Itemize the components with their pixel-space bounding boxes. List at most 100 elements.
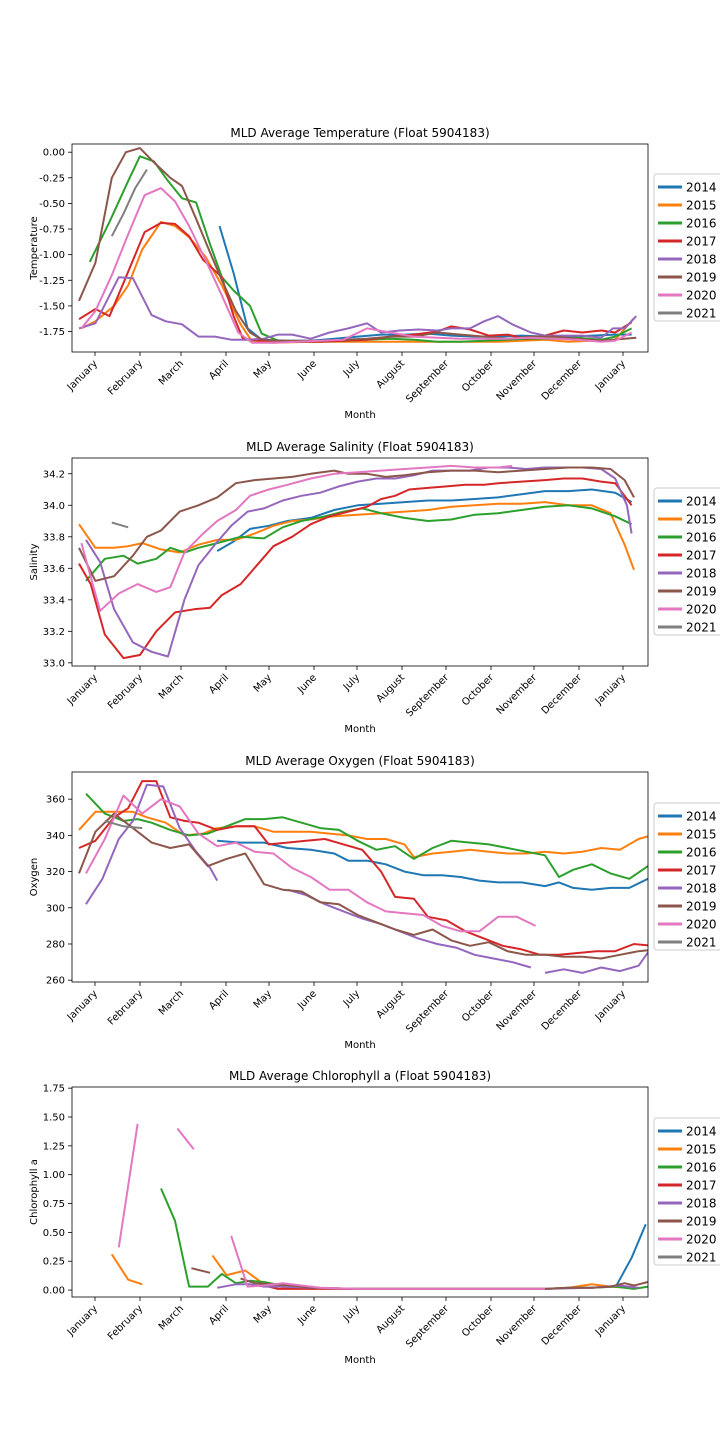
series-line-2014 (217, 839, 648, 891)
legend-box (653, 802, 720, 951)
y-tick-label: 1.50 (43, 1113, 65, 1124)
x-tick-label: August (375, 1303, 408, 1336)
y-tick-label: 33.8 (43, 532, 65, 543)
legend-label: 2020 (686, 918, 717, 932)
x-tick-label: December (540, 1303, 585, 1348)
x-tick-label: January (593, 1303, 628, 1338)
legend-label: 2016 (686, 217, 717, 231)
x-axis-label: Month (344, 1355, 375, 1366)
y-tick-label: -0.25 (39, 173, 65, 184)
y-tick-label: 360 (46, 795, 65, 806)
x-tick-label: June (295, 358, 319, 382)
legend-label: 2018 (686, 253, 717, 267)
y-tick-label: 0.75 (43, 1199, 65, 1210)
legend-label: 2014 (686, 181, 717, 195)
x-tick-label: April (207, 358, 231, 382)
series-line-2017 (78, 477, 633, 660)
y-tick-label: 33.0 (43, 658, 65, 669)
x-tick-label: November (495, 1303, 540, 1348)
y-tick-label: 33.2 (43, 627, 65, 638)
y-tick-label: -1.00 (39, 250, 65, 261)
plot-frame (71, 771, 649, 983)
plot-frame (71, 143, 649, 353)
x-axis-label: Month (344, 724, 375, 735)
x-tick-label: July (341, 672, 362, 693)
x-tick-label: September (404, 988, 451, 1035)
legend-label: 2017 (686, 235, 717, 249)
series-line-2019 (78, 466, 635, 582)
legend-label: 2015 (686, 1143, 717, 1157)
legend-label: 2021 (686, 1251, 717, 1265)
x-tick-label: April (207, 988, 231, 1012)
y-tick-label: -1.50 (39, 301, 65, 312)
legend-label: 2020 (686, 289, 717, 303)
legend-label: 2015 (686, 199, 717, 213)
x-tick-label: March (157, 1303, 186, 1332)
y-tick-label: 0.25 (43, 1257, 65, 1268)
x-tick-label: August (375, 672, 408, 705)
series-line-2019 (78, 812, 648, 960)
legend-label: 2014 (686, 495, 717, 509)
x-tick-label: February (106, 1303, 145, 1342)
y-tick-label: -1.25 (39, 276, 65, 287)
x-tick-label: September (404, 672, 451, 719)
x-tick-label: January (65, 358, 100, 393)
y-tick-label: 1.75 (43, 1084, 65, 1095)
x-tick-label: April (207, 1303, 231, 1327)
legend-label: 2016 (686, 531, 717, 545)
x-axis-label: Month (344, 1040, 375, 1051)
x-tick-label: September (404, 1303, 451, 1350)
x-tick-label: July (341, 358, 362, 379)
x-tick-label: October (460, 1303, 497, 1340)
legend-label: 2017 (686, 549, 717, 563)
series-line-2021 (110, 169, 148, 237)
legend-label: 2015 (686, 828, 717, 842)
series-line-2018 (85, 466, 633, 658)
legend-label: 2021 (686, 621, 717, 635)
chart-title: MLD Average Chlorophyll a (Float 5904183… (229, 1069, 491, 1083)
y-tick-label: -0.50 (39, 199, 65, 210)
x-tick-label: September (404, 358, 451, 405)
x-tick-label: January (593, 988, 628, 1023)
y-tick-label: 1.00 (43, 1170, 65, 1181)
x-tick-label: May (252, 672, 274, 694)
y-tick-label: 34.0 (43, 501, 65, 512)
y-tick-label: 260 (46, 976, 65, 987)
legend-label: 2016 (686, 1161, 717, 1175)
legend-label: 2019 (686, 1215, 717, 1229)
x-tick-label: May (252, 988, 274, 1010)
x-tick-label: May (252, 1303, 274, 1325)
legend-label: 2019 (686, 271, 717, 285)
legend-label: 2021 (686, 936, 717, 950)
x-tick-label: January (65, 988, 100, 1023)
x-tick-label: January (65, 672, 100, 707)
y-tick-label: 0.00 (43, 1286, 65, 1297)
x-tick-label: January (593, 358, 628, 393)
y-tick-label: 33.4 (43, 595, 65, 606)
x-tick-label: February (106, 358, 145, 397)
series-line-2019b (240, 1277, 648, 1290)
x-tick-label: December (540, 988, 585, 1033)
x-tick-label: August (375, 358, 408, 391)
legend-label: 2018 (686, 1197, 717, 1211)
series-line-2020 (85, 794, 537, 933)
legend-label: 2017 (686, 864, 717, 878)
series-line-2020 (80, 187, 633, 344)
x-tick-label: February (106, 988, 145, 1027)
series-line-2015 (110, 1253, 143, 1286)
series-line-2017 (78, 221, 633, 343)
legend-box (653, 173, 720, 322)
legend-label: 2021 (686, 307, 717, 321)
legend-label: 2019 (686, 585, 717, 599)
legend-label: 2020 (686, 1233, 717, 1247)
legend-label: 2020 (686, 603, 717, 617)
legend-label: 2018 (686, 567, 717, 581)
series-line-2018 (85, 783, 219, 905)
y-tick-label: 1.25 (43, 1141, 65, 1152)
y-tick-label: 300 (46, 903, 65, 914)
legend-box (653, 487, 720, 636)
x-tick-label: June (295, 672, 319, 696)
y-tick-label: 0.00 (43, 148, 65, 159)
legend-label: 2019 (686, 900, 717, 914)
x-axis-label: Month (344, 410, 375, 421)
